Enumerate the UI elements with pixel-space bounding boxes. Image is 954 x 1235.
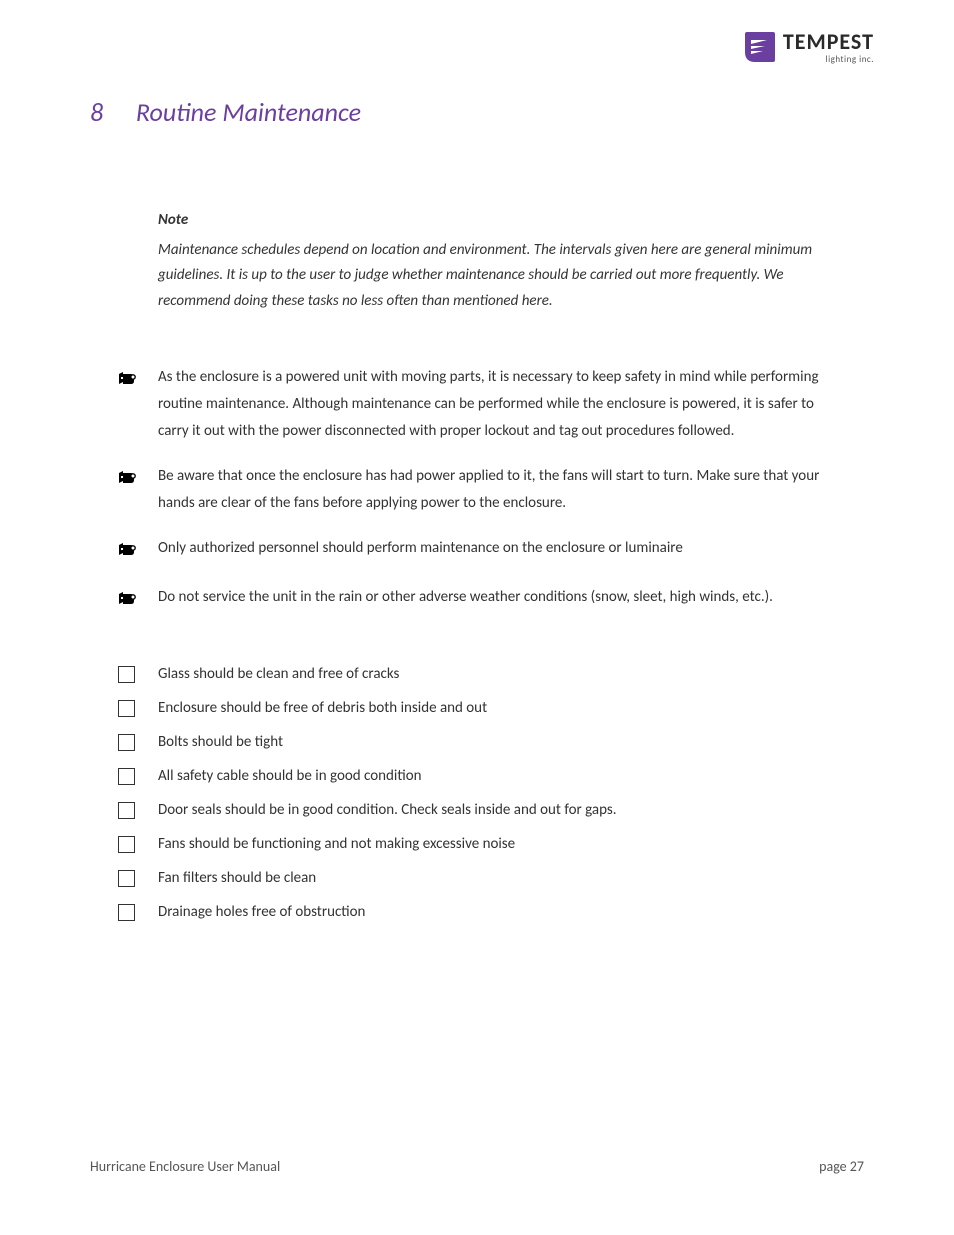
hand-point-icon xyxy=(118,364,158,395)
warning-text: As the enclosure is a powered unit with … xyxy=(158,364,834,445)
checklist-item: Door seals should be in good condition. … xyxy=(158,801,834,819)
logo-mark-icon xyxy=(743,30,777,64)
checklist-item: All safety cable should be in good condi… xyxy=(158,767,834,785)
document-page: TEMPEST lighting inc. 8 Routine Maintena… xyxy=(0,0,954,1235)
checkbox-icon xyxy=(118,802,135,819)
checkbox-icon xyxy=(118,768,135,785)
logo-text: TEMPEST lighting inc. xyxy=(783,31,874,64)
checklist-text: Door seals should be in good condition. … xyxy=(158,801,617,819)
warning-text: Do not service the unit in the rain or o… xyxy=(158,584,834,611)
checkbox-icon xyxy=(118,836,135,853)
hand-point-icon xyxy=(118,584,158,615)
note-block: Note Maintenance schedules depend on loc… xyxy=(158,208,834,314)
section-heading: 8 Routine Maintenance xyxy=(90,96,864,128)
checklist-text: Glass should be clean and free of cracks xyxy=(158,665,399,683)
footer-page-number: page 27 xyxy=(819,1158,864,1175)
checklist-item: Fans should be functioning and not makin… xyxy=(158,835,834,853)
brand-tagline: lighting inc. xyxy=(783,55,874,64)
checklist-item: Enclosure should be free of debris both … xyxy=(158,699,834,717)
content-area: Note Maintenance schedules depend on loc… xyxy=(158,208,834,921)
checklist-item: Drainage holes free of obstruction xyxy=(158,903,834,921)
checkbox-icon xyxy=(118,870,135,887)
hand-point-icon xyxy=(118,463,158,494)
warning-item: As the enclosure is a powered unit with … xyxy=(158,364,834,445)
checklist-text: All safety cable should be in good condi… xyxy=(158,767,422,785)
hand-point-icon xyxy=(118,535,158,566)
brand-logo: TEMPEST lighting inc. xyxy=(743,30,874,64)
checklist-text: Enclosure should be free of debris both … xyxy=(158,699,487,717)
checklist-item: Fan filters should be clean xyxy=(158,869,834,887)
warning-list: As the enclosure is a powered unit with … xyxy=(158,364,834,615)
checkbox-icon xyxy=(118,666,135,683)
checklist-item: Glass should be clean and free of cracks xyxy=(158,665,834,683)
warning-item: Do not service the unit in the rain or o… xyxy=(158,584,834,615)
checklist-text: Drainage holes free of obstruction xyxy=(158,903,365,921)
footer-doc-title: Hurricane Enclosure User Manual xyxy=(90,1158,280,1175)
brand-name: TEMPEST xyxy=(783,31,874,53)
checklist-item: Bolts should be tight xyxy=(158,733,834,751)
section-number: 8 xyxy=(90,96,130,128)
warning-text: Be aware that once the enclosure has had… xyxy=(158,463,834,517)
checkbox-icon xyxy=(118,700,135,717)
note-label: Note xyxy=(158,208,834,234)
page-footer: Hurricane Enclosure User Manual page 27 xyxy=(90,1158,864,1175)
warning-item: Be aware that once the enclosure has had… xyxy=(158,463,834,517)
checkbox-icon xyxy=(118,734,135,751)
checklist-text: Bolts should be tight xyxy=(158,733,283,751)
warning-text: Only authorized personnel should perform… xyxy=(158,535,834,562)
warning-item: Only authorized personnel should perform… xyxy=(158,535,834,566)
checklist-text: Fans should be functioning and not makin… xyxy=(158,835,515,853)
checklist-text: Fan filters should be clean xyxy=(158,869,316,887)
section-title: Routine Maintenance xyxy=(136,96,361,128)
checklist: Glass should be clean and free of cracks… xyxy=(158,665,834,921)
note-body: Maintenance schedules depend on location… xyxy=(158,238,834,315)
checkbox-icon xyxy=(118,904,135,921)
